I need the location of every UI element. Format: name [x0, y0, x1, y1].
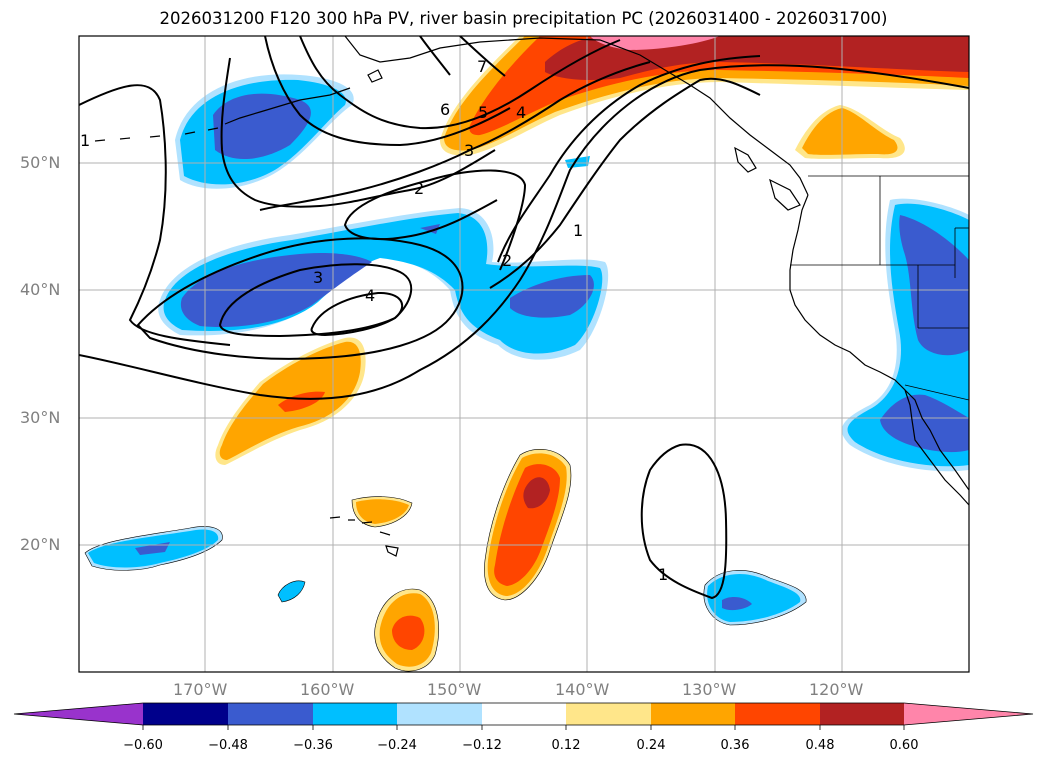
- lat-label-30n: 30°N: [20, 408, 61, 427]
- lat-label-50n: 50°N: [20, 153, 61, 172]
- plot-frame: [78, 35, 970, 673]
- contour-label-5: 5: [478, 103, 488, 122]
- positive-anomaly-shading: [215, 36, 969, 672]
- lon-label-120w: 120°W: [809, 680, 864, 699]
- map-title: 2026031200 F120 300 hPa PV, river basin …: [159, 9, 888, 28]
- coastlines: [94, 36, 969, 557]
- colorbar: [13, 702, 1034, 730]
- contour-label-1: 1: [80, 131, 90, 150]
- pv-contour-1-west: [79, 64, 969, 400]
- pv-contour-1-east: [489, 77, 761, 289]
- colorbar-tick: −0.36: [293, 738, 333, 753]
- colorbar-tick: −0.24: [377, 738, 417, 753]
- colorbar-tick: 0.48: [805, 738, 835, 753]
- graticule: [79, 36, 969, 672]
- contour-label-4b: 4: [365, 286, 375, 305]
- lon-label-160w: 160°W: [300, 680, 355, 699]
- colorbar-tick: 0.12: [551, 738, 581, 753]
- contour-label-3: 3: [464, 141, 474, 160]
- pv-contour-1-ring: [640, 443, 728, 600]
- lon-label-150w: 150°W: [427, 680, 482, 699]
- contour-label-2: 2: [414, 179, 424, 198]
- lat-label-20n: 20°N: [20, 535, 61, 554]
- pv-contour-labels: 7 6 5 4 3 2 1 3 4 2 1 1: [80, 57, 668, 584]
- contour-label-1c: 1: [658, 565, 668, 584]
- contour-label-2b: 2: [502, 251, 512, 270]
- precip-outlines: [84, 448, 807, 672]
- lon-label-140w: 140°W: [555, 680, 610, 699]
- pv-contour-3: [218, 263, 413, 338]
- borders: [790, 36, 969, 401]
- colorbar-tick: 0.36: [720, 738, 750, 753]
- contour-label-6: 6: [440, 100, 450, 119]
- colorbar-tick: −0.48: [208, 738, 248, 753]
- colorbar-tick: −0.12: [462, 738, 502, 753]
- colorbar-tick: −0.60: [123, 738, 163, 753]
- contour-label-7: 7: [477, 57, 487, 76]
- contour-label-3b: 3: [313, 268, 323, 287]
- pv-contour-4: [310, 291, 404, 337]
- pv-contours: [79, 36, 969, 600]
- lon-label-130w: 130°W: [682, 680, 737, 699]
- lon-label-170w: 170°W: [173, 680, 228, 699]
- contour-label-1b: 1: [573, 221, 583, 240]
- colorbar-tick: 0.24: [636, 738, 666, 753]
- contour-label-4: 4: [516, 103, 526, 122]
- lat-label-40n: 40°N: [20, 280, 61, 299]
- colorbar-tick: 0.60: [889, 738, 919, 753]
